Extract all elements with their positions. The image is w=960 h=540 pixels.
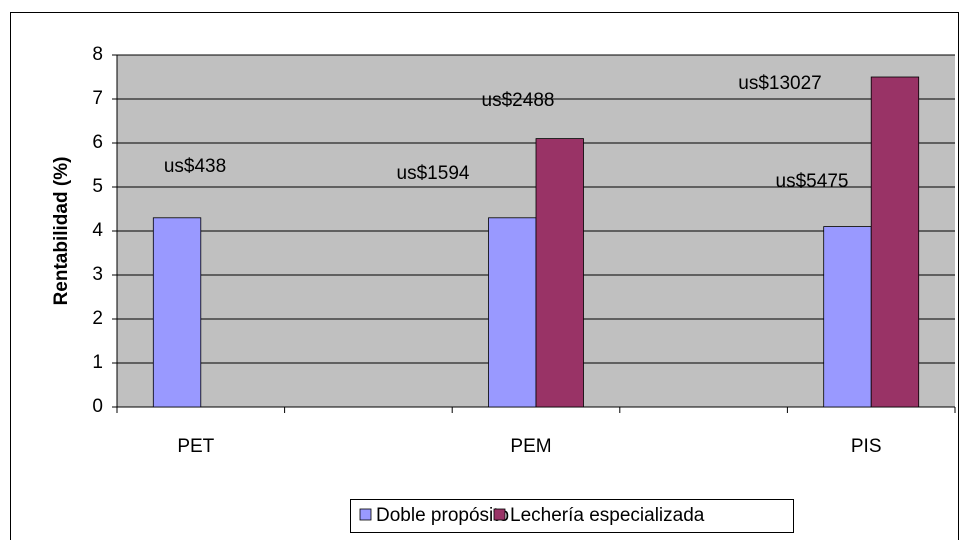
y-tick-label: 5 <box>92 176 103 197</box>
legend-label: Lechería especializada <box>510 505 705 526</box>
y-tick-label: 8 <box>92 44 103 65</box>
x-tick-label: PET <box>177 436 214 457</box>
bar <box>152 217 202 408</box>
y-tick-label: 7 <box>92 88 103 109</box>
bar <box>870 76 920 408</box>
x-tick-label: PIS <box>851 436 882 457</box>
annotation: us$13027 <box>738 73 821 94</box>
annotation: us$438 <box>164 156 226 177</box>
legend-label: Doble propósito <box>376 505 509 526</box>
y-axis-label: Rentabilidad (%) <box>51 157 72 306</box>
bar <box>488 217 537 408</box>
bar <box>823 226 872 408</box>
y-tick-label: 3 <box>92 264 103 285</box>
y-tick-label: 2 <box>92 308 103 329</box>
x-tick-label: PEM <box>510 436 551 457</box>
y-tick-label: 6 <box>92 132 103 153</box>
bar <box>535 138 584 408</box>
y-tick-label: 0 <box>92 396 103 417</box>
y-tick-label: 1 <box>92 352 103 373</box>
annotation: us$5475 <box>776 171 849 192</box>
legend-swatch <box>493 508 506 521</box>
legend-swatch <box>359 508 372 521</box>
y-tick-label: 4 <box>92 220 103 241</box>
legend <box>350 499 794 533</box>
annotation: us$2488 <box>482 90 555 111</box>
annotation: us$1594 <box>397 163 470 184</box>
